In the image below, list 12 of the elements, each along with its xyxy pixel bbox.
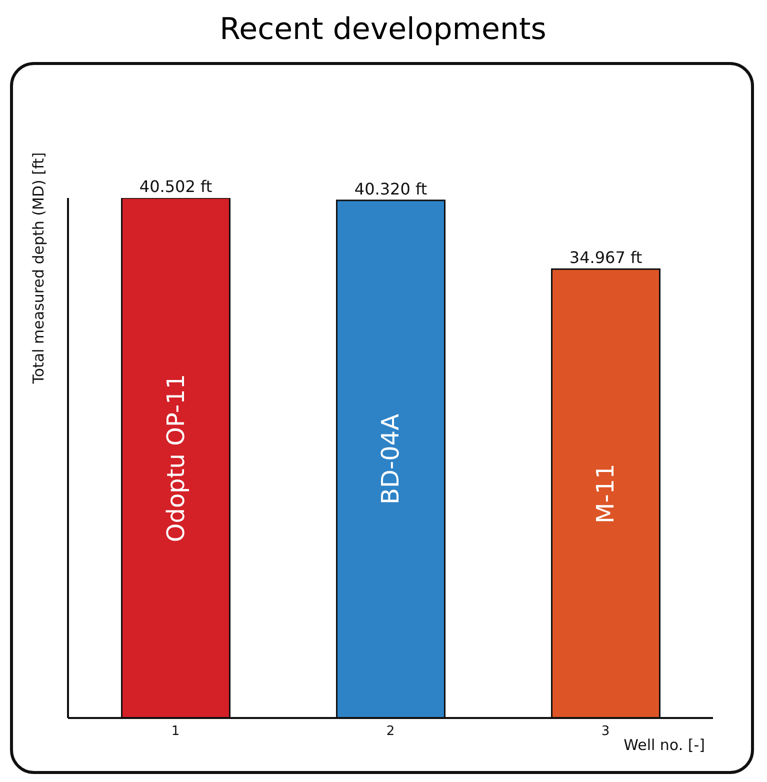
x-tick-label: 2 bbox=[386, 724, 395, 740]
y-axis-title: Total measured depth (MD) [ft] bbox=[29, 152, 48, 385]
x-tick-label: 3 bbox=[601, 724, 610, 740]
annotation: BD-04A bbox=[376, 413, 405, 504]
x-axis-title: Well no. [-] bbox=[624, 736, 705, 754]
chart-title: Recent developments bbox=[218, 11, 548, 49]
data-label: 34.967 ft bbox=[569, 248, 642, 268]
data-label: 40.320 ft bbox=[354, 179, 428, 198]
annotation: Odoptu OP-11 bbox=[162, 374, 190, 542]
annotation: M-11 bbox=[592, 464, 620, 524]
x-tick-label: 1 bbox=[171, 724, 180, 740]
data-label: 40.502 ft bbox=[139, 177, 212, 196]
